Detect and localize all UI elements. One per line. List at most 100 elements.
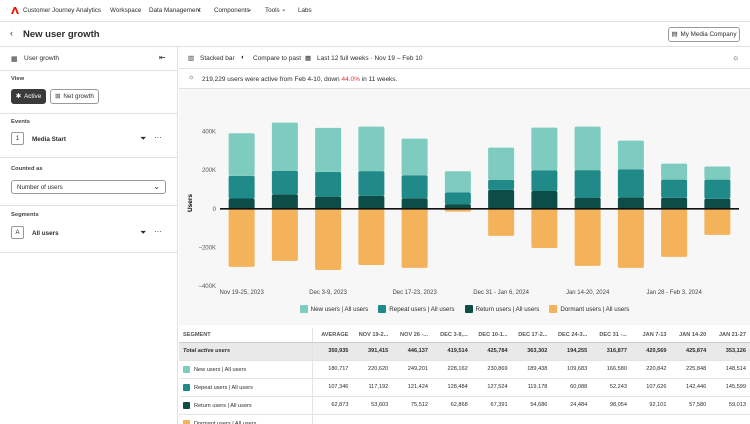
- chevron: ⌄: [196, 6, 202, 13]
- insight-button[interactable]: ☼: [732, 53, 740, 62]
- value-cell: 117,192: [352, 378, 393, 397]
- column-header: AVERAGE: [312, 328, 353, 343]
- bar-segment: [228, 198, 255, 209]
- more-button[interactable]: ···: [154, 133, 162, 142]
- value-cell: 220,620: [352, 360, 393, 379]
- bar-segment: [574, 208, 601, 266]
- row-swatch: [183, 401, 190, 409]
- value-cell: 75,512: [392, 396, 433, 415]
- insight-text: in 11 weeks.: [359, 76, 398, 83]
- bar-segment: [315, 127, 342, 172]
- compare-button[interactable]: Compare to past: [253, 55, 302, 62]
- bar-segment: [704, 208, 731, 235]
- value-cell: 363,302: [511, 342, 552, 361]
- bar-segment: [271, 170, 298, 195]
- value-cell: 142,446: [670, 378, 711, 397]
- column-header: JAN 14-20: [670, 328, 711, 343]
- insight-text: 219,229 users were active from Feb 4-10,…: [202, 76, 342, 83]
- left-panel: ▦ User growth ⇤ View ✱ Active ⊞ Net growth…: [0, 47, 178, 424]
- nav-item[interactable]: Labs: [298, 7, 312, 14]
- bar-segment: [574, 126, 601, 171]
- y-tick-label: 200K: [202, 168, 216, 174]
- panel-icon: ▦: [11, 56, 18, 63]
- value-cell: 194,255: [551, 342, 592, 361]
- value-cell: 127,524: [471, 378, 512, 397]
- table-row: Return users | All users 62,873 53,603 75,5…: [179, 396, 750, 415]
- value-cell: [471, 414, 512, 424]
- nav-item[interactable]: Components: [214, 7, 250, 14]
- counted-dropdown[interactable]: Number of users ⌄: [11, 180, 166, 194]
- segment-cell: Return users | All users: [179, 396, 314, 415]
- product-name[interactable]: Customer Journey Analytics: [23, 7, 102, 14]
- top-nav: Customer Journey Analytics Workspace Dat…: [0, 0, 750, 22]
- row-label: New users | All users: [194, 366, 247, 373]
- value-cell: 220,842: [630, 360, 671, 379]
- section-label: Events: [11, 119, 31, 125]
- value-cell: 145,599: [710, 378, 750, 397]
- bar-segment: [401, 198, 428, 209]
- filter-button[interactable]: ⏷: [140, 228, 147, 237]
- collapse-button[interactable]: ⇤: [159, 53, 166, 62]
- chart-type-button[interactable]: Stacked bar: [200, 55, 235, 62]
- icon: ◐: [241, 54, 245, 61]
- value-cell: 98,054: [591, 396, 631, 415]
- chevron: ⌄: [281, 6, 287, 13]
- more-button[interactable]: ···: [154, 227, 162, 236]
- date-range-button[interactable]: Last 12 full weeks · Nov 19 – Feb 10: [317, 55, 423, 62]
- bar-segment: [444, 192, 471, 205]
- segment-name: All users: [32, 230, 59, 237]
- value-cell: 107,346: [312, 378, 353, 397]
- value-cell: 425,874: [670, 342, 711, 361]
- button-label: Net growth: [63, 93, 94, 100]
- bar-segment: [358, 208, 385, 265]
- view-net-growth[interactable]: ⊞ Net growth: [50, 89, 99, 104]
- value-cell: 62,868: [432, 396, 472, 415]
- legend-label: New users | All users: [310, 305, 369, 313]
- bar-segment: [531, 127, 558, 171]
- bar-segment: [358, 171, 385, 196]
- company-name: My Media Company: [680, 31, 737, 38]
- value-cell: [630, 414, 671, 424]
- bar-segment: [228, 133, 255, 176]
- y-axis-title: Users: [187, 194, 194, 212]
- value-cell: 180,717: [312, 360, 353, 379]
- bar-segment: [617, 197, 644, 209]
- value-cell: 228,162: [432, 360, 472, 379]
- column-header: DEC 10-1...: [471, 328, 512, 343]
- legend-swatch: [378, 305, 387, 313]
- icon: ✱: [15, 93, 22, 100]
- bar-segment: [315, 208, 342, 270]
- row-label: Dormant users | All users: [194, 420, 257, 424]
- nav-item[interactable]: Tools: [265, 7, 280, 14]
- section-label: Segments: [11, 212, 39, 218]
- nav-item[interactable]: Workspace: [110, 7, 142, 14]
- filter-button[interactable]: ⏷: [140, 134, 147, 143]
- legend-item: Repeat users | All users: [378, 305, 455, 313]
- icon: ▤: [671, 31, 678, 38]
- bar-segment: [488, 179, 515, 190]
- insight: ☼ 219,229 users were active from Feb 4-1…: [179, 69, 750, 89]
- icon: ▥: [188, 55, 195, 62]
- bar-segment: [617, 208, 644, 268]
- company-button[interactable]: ▤ My Media Company: [668, 27, 740, 42]
- button-label: Active: [24, 93, 42, 100]
- insight-text: 219,229 users were active from Feb 4-10,…: [202, 76, 397, 83]
- table-container: SEGMENT AVERAGE NOV 19-2... NOV 26 -... DEC …: [179, 328, 750, 424]
- icon: ▦: [305, 55, 312, 62]
- bar-segment: [401, 208, 428, 268]
- nav-item[interactable]: Data Management: [149, 7, 201, 14]
- legend-swatch: [549, 305, 558, 313]
- view-active[interactable]: ✱ Active: [11, 89, 46, 104]
- bar-segment: [358, 126, 385, 172]
- value-cell: 350,935: [312, 342, 353, 361]
- bar-segment: [315, 196, 342, 209]
- page-title: New user growth: [23, 29, 100, 40]
- value-cell: 425,784: [471, 342, 512, 361]
- legend-label: Return users | All users: [475, 305, 540, 313]
- value-cell: [352, 414, 393, 424]
- value-cell: 92,101: [630, 396, 671, 415]
- section-label: Counted as: [11, 166, 43, 172]
- value-cell: [312, 414, 353, 424]
- row-label: Total active users: [183, 348, 231, 354]
- back-button[interactable]: ‹: [10, 28, 13, 38]
